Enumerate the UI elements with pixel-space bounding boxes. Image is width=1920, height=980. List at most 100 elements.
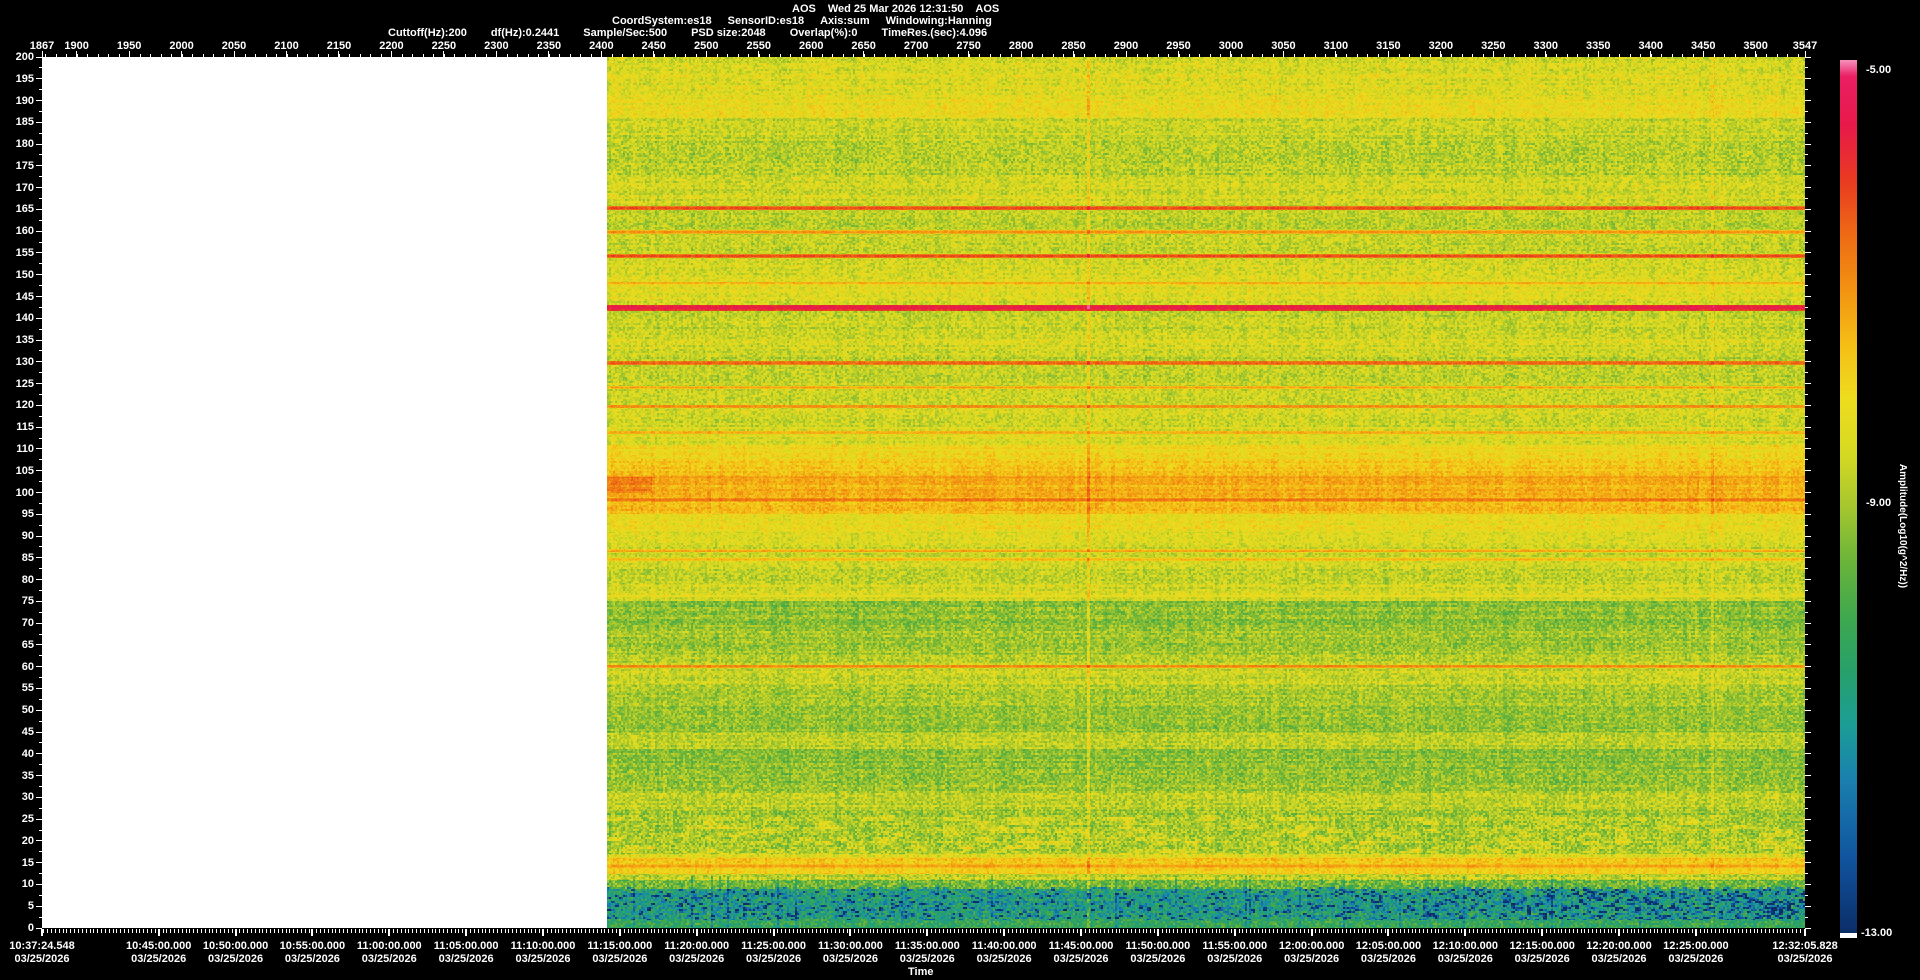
y-axis-right-minor-tick [1805,655,1808,657]
y-axis-right-minor-tick [1805,306,1808,308]
bottom-axis-minor-tick [769,929,771,933]
bottom-axis-minor-tick [1795,929,1797,933]
bottom-axis-minor-tick [1703,929,1705,933]
bottom-axis-minor-tick [393,929,395,933]
no-data-region [42,57,607,928]
bottom-axis-date-label: 03/25/2026 [1777,953,1833,965]
bottom-axis-minor-tick [731,929,733,933]
top-axis-tick-label: 2800 [1008,40,1034,52]
header-segment: Axis:sum [820,15,870,27]
bottom-axis-minor-tick [1626,929,1628,933]
y-axis-tick-label: 175 [15,159,34,172]
bottom-axis-minor-tick [1592,929,1594,933]
bottom-axis-minor-tick [708,929,710,933]
y-axis-right-minor-tick [1805,807,1808,809]
bottom-axis-minor-tick [1607,929,1609,933]
bottom-axis-minor-tick [143,929,145,933]
bottom-axis-minor-tick [942,929,944,933]
bottom-axis-minor-tick [1376,929,1378,933]
bottom-axis-minor-tick [216,929,218,933]
y-axis-right-tick [1805,731,1811,733]
top-axis-tick-label: 2700 [903,40,929,52]
bottom-axis-minor-tick [1538,929,1540,933]
y-axis-right-tick [1805,927,1811,929]
bottom-axis-time-label: 11:15:00.000 [587,940,653,952]
bottom-axis-minor-tick [1311,929,1313,933]
bottom-axis-tick [1310,929,1313,936]
bottom-axis-minor-tick [323,929,325,933]
y-axis-right-tick [1805,600,1811,602]
bottom-axis-minor-tick [1253,929,1255,933]
y-axis-tick-label: 180 [15,138,34,151]
y-axis-right-tick [1805,753,1811,755]
bottom-axis-minor-tick [1791,929,1793,933]
bottom-axis-minor-tick [1699,929,1701,933]
bottom-axis-minor-tick [500,929,502,933]
bottom-axis-minor-tick [1669,929,1670,933]
y-axis-right-tick [1805,339,1811,341]
header-segment: PSD size:2048 [691,27,766,39]
bottom-axis-tick [926,929,929,936]
bottom-axis-minor-tick [566,929,568,933]
bottom-axis-minor-tick [585,929,587,933]
bottom-axis-tick [618,929,621,936]
top-axis-tick-label: 2500 [694,40,719,52]
y-axis-tick-label: 25 [21,813,34,826]
bottom-axis-minor-tick [1522,929,1524,933]
bottom-axis-minor-tick [650,929,652,933]
bottom-axis-minor-tick [1449,929,1451,933]
bottom-axis-minor-tick [712,929,714,933]
bottom-axis-minor-tick [454,929,456,933]
top-axis-tick-label: 3300 [1533,40,1559,52]
bottom-axis-minor-tick [416,929,418,933]
bottom-axis-minor-tick [1638,929,1640,933]
bottom-axis-minor-tick [873,929,875,933]
y-axis-right-minor-tick [1805,132,1808,134]
bottom-axis-minor-tick [796,929,798,933]
bottom-axis-minor-tick [854,929,856,933]
bottom-axis-minor-tick [646,929,648,933]
bottom-axis-minor-tick [1403,929,1405,933]
top-axis-tick-label: 2300 [484,40,509,52]
bottom-axis-minor-tick [362,929,364,933]
bottom-axis-minor-tick [1011,929,1013,933]
bottom-axis-minor-tick [1507,929,1509,933]
bottom-axis-minor-tick [1553,929,1555,933]
bottom-axis-minor-tick [1715,929,1717,933]
bottom-axis-minor-tick [954,929,956,933]
bottom-axis-minor-tick [627,929,629,933]
bottom-axis-minor-tick [689,929,691,933]
bottom-axis-minor-tick [1561,929,1563,933]
bottom-axis-minor-tick [750,929,752,933]
top-axis-tick-label: 2600 [798,40,824,52]
bottom-axis-minor-tick [1000,929,1002,933]
bottom-axis-minor-tick [904,929,906,933]
bottom-axis-date-label: 03/25/2026 [515,953,571,965]
bottom-axis-time-label: 10:45:00.000 [125,940,192,952]
bottom-axis-minor-tick [581,929,583,933]
bottom-axis-minor-tick [738,929,740,933]
bottom-axis-minor-tick [619,929,621,933]
bottom-axis-minor-tick [1742,929,1744,933]
spectrogram-canvas[interactable] [607,57,1805,928]
bottom-axis-minor-tick [1496,929,1498,933]
plot-area [42,57,1805,928]
bottom-axis-tick [1804,929,1806,936]
bottom-axis-minor-tick [1480,929,1482,933]
bottom-axis-date-label: 03/25/2026 [746,953,802,965]
bottom-axis-minor-tick [1119,929,1121,933]
bottom-axis-minor-tick [312,929,314,933]
bottom-axis-minor-tick [1634,929,1636,933]
bottom-axis-minor-tick [1503,929,1505,933]
bottom-axis-minor-tick [696,929,698,933]
bottom-axis-minor-tick [1753,929,1755,933]
bottom-axis-minor-tick [1107,929,1109,933]
bottom-axis-minor-tick [343,929,345,933]
header-segment: SensorID:es18 [727,15,805,27]
bottom-axis-minor-tick [673,929,675,933]
y-axis-tick-label: 15 [21,856,34,869]
bottom-axis-minor-tick [1015,929,1017,933]
bottom-axis-time-label: 12:00:00.000 [1278,940,1345,952]
y-axis-tick-label: 5 [27,900,34,913]
bottom-axis-minor-tick [462,929,464,933]
